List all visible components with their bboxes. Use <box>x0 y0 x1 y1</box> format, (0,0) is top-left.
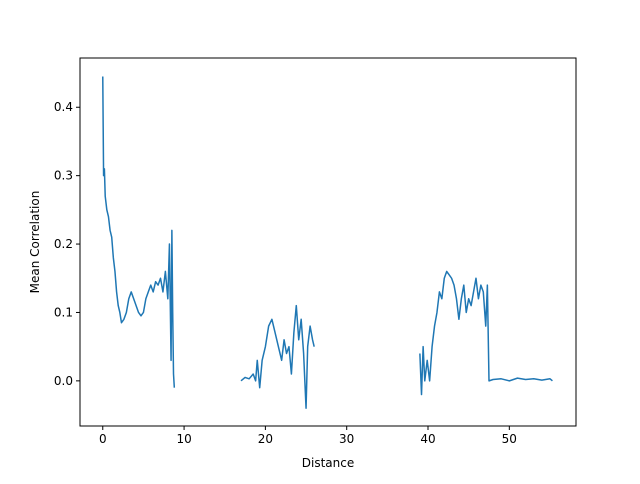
x-tick-label: 30 <box>339 432 354 446</box>
y-tick-label: 0.4 <box>54 100 73 114</box>
y-tick-label: 0.2 <box>54 237 73 251</box>
y-axis-label: Mean Correlation <box>28 191 42 294</box>
x-tick-label: 10 <box>176 432 191 446</box>
x-axis-label: Distance <box>302 456 354 470</box>
x-tick-label: 50 <box>502 432 517 446</box>
plot-frame <box>79 57 577 427</box>
data-line <box>102 76 553 409</box>
y-tick-label: 0.3 <box>54 169 73 183</box>
x-tick-label: 40 <box>420 432 435 446</box>
y-tick-label: 0.1 <box>54 305 73 319</box>
y-tick-label: 0.0 <box>54 374 73 388</box>
x-tick-label: 0 <box>99 432 107 446</box>
x-tick-label: 20 <box>258 432 273 446</box>
